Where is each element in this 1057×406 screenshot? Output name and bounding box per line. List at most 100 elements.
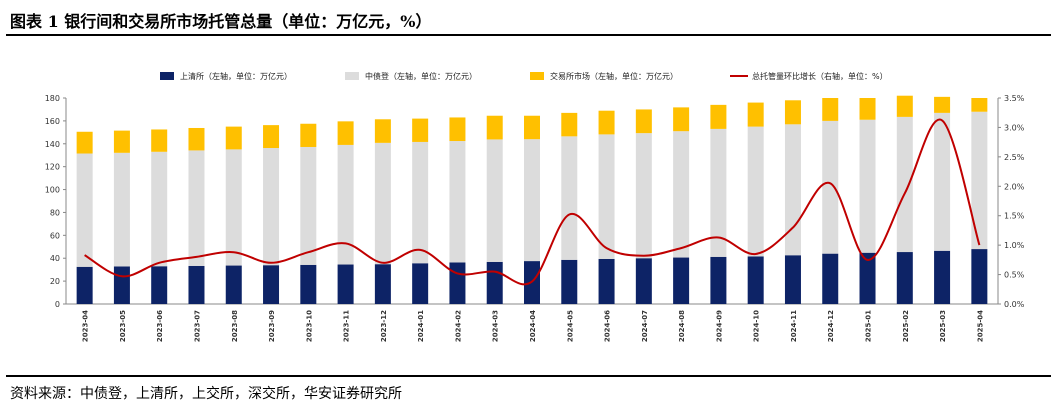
- bar-exchange-2023-08: [225, 126, 242, 150]
- bar-ccdc-2025-02: [896, 116, 913, 253]
- y-left-tick-label: 80: [50, 208, 60, 217]
- bar-exchange-2023-04: [76, 131, 93, 154]
- bar-shclearing-2024-09: [710, 256, 727, 304]
- bar-shclearing-2023-08: [225, 265, 242, 304]
- bar-shclearing-2023-04: [76, 266, 93, 304]
- y-left-tick-label: 180: [45, 94, 60, 103]
- y-left-tick-label: 60: [50, 231, 60, 240]
- bar-ccdc-2023-11: [337, 144, 354, 265]
- bar-ccdc-2024-12: [822, 120, 839, 254]
- bar-shclearing-2024-01: [412, 263, 429, 304]
- y-right-tick-label: 0.0%: [1004, 300, 1025, 309]
- legend-label: 交易所市场（左轴，单位：万亿元）: [550, 71, 678, 81]
- x-tick-label: 2024-02: [454, 310, 462, 342]
- bar-exchange-2024-05: [561, 112, 578, 137]
- bar-exchange-2024-09: [710, 104, 727, 129]
- bar-shclearing-2025-04: [971, 249, 988, 304]
- bar-shclearing-2024-03: [486, 261, 503, 304]
- x-tick-label: 2023-10: [305, 310, 313, 342]
- bar-shclearing-2025-01: [859, 252, 876, 304]
- x-tick-label: 2024-11: [790, 310, 798, 342]
- x-tick-label: 2024-07: [641, 310, 649, 342]
- bar-ccdc-2023-12: [374, 142, 391, 265]
- x-tick-label: 2025-04: [976, 310, 984, 342]
- bar-exchange-2025-04: [971, 98, 988, 112]
- y-right-tick-label: 1.0%: [1004, 241, 1025, 250]
- growth-line: [84, 118, 981, 286]
- y-left-tick-label: 40: [50, 254, 60, 263]
- bar-shclearing-2023-09: [263, 265, 280, 304]
- bar-ccdc-2024-07: [635, 133, 652, 259]
- bar-ccdc-2024-01: [412, 141, 429, 264]
- bar-ccdc-2024-03: [486, 139, 503, 262]
- x-tick-label: 2023-05: [119, 310, 127, 342]
- bar-shclearing-2024-10: [747, 256, 764, 304]
- bar-exchange-2023-11: [337, 121, 354, 145]
- bottom-rule: [6, 375, 1051, 377]
- y-right-tick-label: 2.5%: [1004, 153, 1025, 162]
- bar-shclearing-2023-10: [300, 264, 317, 304]
- legend-label: 总托管量环比增长（右轴，单位：%）: [752, 71, 888, 81]
- x-tick-label: 2024-10: [753, 310, 761, 342]
- bar-exchange-2024-07: [635, 109, 652, 134]
- bar-shclearing-2023-05: [113, 266, 130, 304]
- x-tick-label: 2023-07: [193, 310, 201, 342]
- y-left-tick-label: 140: [45, 140, 60, 149]
- bar-shclearing-2024-12: [822, 253, 839, 304]
- x-tick-label: 2023-08: [231, 310, 239, 342]
- bar-shclearing-2023-07: [188, 265, 205, 304]
- x-axis-labels: 2023-04 2023-05 2023-06 2023-07 2023-08 2023-…: [82, 310, 985, 342]
- bar-exchange-2025-03: [934, 96, 951, 113]
- growth-line-path: [84, 118, 981, 286]
- x-tick-label: 2024-12: [827, 310, 835, 342]
- bar-ccdc-2024-02: [449, 141, 466, 263]
- bar-ccdc-2023-08: [225, 149, 242, 266]
- x-tick-label: 2023-11: [343, 310, 351, 342]
- x-tick-label: 2024-06: [604, 310, 612, 342]
- bar-exchange-2024-06: [598, 110, 615, 135]
- x-tick-label: 2023-12: [380, 310, 388, 342]
- bar-ccdc-2024-04: [524, 139, 540, 262]
- x-tick-label: 2024-03: [492, 310, 500, 342]
- legend-swatch: [160, 72, 174, 80]
- legend-label: 中债登（左轴，单位：万亿元）: [365, 71, 477, 81]
- bar-exchange-2023-12: [374, 119, 391, 143]
- bar-ccdc-2024-10: [747, 126, 764, 257]
- bar-ccdc-2024-08: [673, 131, 690, 258]
- x-tick-label: 2025-03: [939, 310, 947, 342]
- bar-exchange-2023-06: [151, 129, 168, 152]
- y-right-tick-label: 2.0%: [1004, 182, 1025, 191]
- y-left-tick-label: 160: [45, 117, 60, 126]
- legend-swatch: [530, 72, 544, 80]
- x-tick-label: 2024-08: [678, 310, 686, 342]
- bar-exchange-2024-08: [673, 107, 690, 132]
- bar-exchange-2024-02: [449, 117, 466, 142]
- bar-exchange-2023-07: [188, 127, 205, 151]
- bar-ccdc-2024-06: [598, 134, 615, 259]
- x-tick-label: 2024-09: [715, 310, 723, 342]
- bar-exchange-2024-10: [747, 102, 764, 127]
- bar-shclearing-2024-07: [635, 258, 652, 304]
- bar-shclearing-2023-11: [337, 264, 354, 304]
- y-right-tick-label: 3.0%: [1004, 123, 1025, 132]
- y-left-tick-label: 120: [45, 163, 60, 172]
- x-tick-label: 2023-04: [82, 310, 90, 342]
- bar-exchange-2024-11: [784, 100, 801, 125]
- x-tick-label: 2023-09: [268, 310, 276, 342]
- bar-exchange-2024-04: [524, 115, 540, 140]
- bar-ccdc-2023-10: [300, 146, 317, 265]
- bar-shclearing-2025-02: [896, 252, 913, 304]
- x-tick-label: 2024-04: [529, 310, 537, 342]
- y-left-tick-label: 0: [55, 300, 60, 309]
- y-left-tick-label: 100: [45, 186, 60, 195]
- bar-shclearing-2024-02: [449, 262, 466, 304]
- y-right-tick-label: 0.5%: [1004, 271, 1025, 280]
- bar-exchange-2025-01: [859, 98, 876, 120]
- bar-shclearing-2023-12: [374, 264, 391, 304]
- x-tick-label: 2024-05: [566, 310, 574, 342]
- bar-ccdc-2024-11: [784, 124, 801, 256]
- bar-ccdc-2025-04: [971, 111, 988, 250]
- bar-ccdc-2023-09: [263, 148, 280, 266]
- bars: [76, 95, 988, 304]
- x-tick-label: 2024-01: [417, 310, 425, 342]
